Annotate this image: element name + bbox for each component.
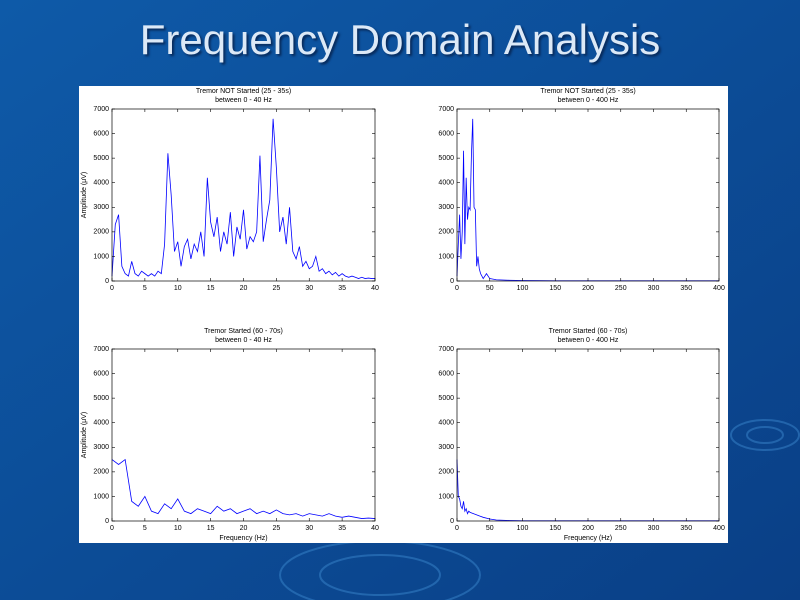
x-axis-label: Frequency (Hz)	[219, 535, 267, 542]
spectrum-line	[111, 118, 375, 279]
x-tick-label: 30	[305, 525, 313, 532]
chart-subtitle: between 0 - 40 Hz	[215, 97, 272, 104]
y-tick-label: 7000	[93, 346, 109, 353]
x-tick-label: 50	[486, 525, 494, 532]
y-tick-label: 5000	[93, 155, 109, 162]
x-tick-label: 150	[549, 525, 561, 532]
y-tick-label: 2000	[93, 229, 109, 236]
chart-title: Tremor NOT Started (25 - 35s)	[540, 88, 635, 95]
x-tick-label: 0	[110, 285, 114, 292]
x-tick-label: 200	[582, 525, 594, 532]
y-tick-label: 3000	[93, 444, 109, 451]
x-axis-label: Frequency (Hz)	[564, 535, 612, 542]
y-tick-label: 4000	[438, 180, 454, 187]
x-tick-label: 100	[517, 285, 529, 292]
x-tick-label: 150	[549, 285, 561, 292]
y-tick-label: 5000	[438, 395, 454, 402]
x-tick-label: 35	[338, 525, 346, 532]
y-axis-label: Amplitude (μV)	[81, 172, 88, 218]
x-tick-label: 400	[713, 285, 725, 292]
x-tick-label: 25	[272, 525, 280, 532]
x-tick-label: 250	[615, 525, 627, 532]
chart-subtitle: between 0 - 400 Hz	[558, 97, 619, 104]
x-tick-label: 300	[648, 525, 660, 532]
figure-panel	[79, 86, 728, 543]
chart-subtitle: between 0 - 400 Hz	[558, 337, 619, 344]
y-tick-label: 4000	[438, 420, 454, 427]
x-tick-label: 5	[143, 285, 147, 292]
y-tick-label: 4000	[93, 180, 109, 187]
y-tick-label: 0	[105, 518, 109, 525]
x-tick-label: 200	[582, 285, 594, 292]
x-tick-label: 15	[207, 285, 215, 292]
y-tick-label: 6000	[93, 370, 109, 377]
x-tick-label: 10	[174, 285, 182, 292]
y-tick-label: 0	[450, 278, 454, 285]
y-tick-label: 1000	[93, 253, 109, 260]
y-axis-label: Amplitude (μV)	[81, 412, 88, 458]
x-tick-label: 350	[680, 285, 692, 292]
chart-title: Tremor Started (60 - 70s)	[204, 328, 283, 335]
x-tick-label: 0	[455, 525, 459, 532]
y-tick-label: 4000	[93, 420, 109, 427]
x-tick-label: 5	[143, 525, 147, 532]
y-tick-label: 3000	[93, 204, 109, 211]
spectrum-line	[111, 458, 376, 519]
y-tick-label: 6000	[438, 130, 454, 137]
x-tick-label: 0	[455, 285, 459, 292]
y-tick-label: 2000	[438, 229, 454, 236]
x-tick-label: 0	[110, 525, 114, 532]
x-tick-label: 15	[207, 525, 215, 532]
y-tick-label: 5000	[438, 155, 454, 162]
x-tick-label: 50	[486, 285, 494, 292]
y-tick-label: 2000	[438, 469, 454, 476]
y-tick-label: 1000	[93, 493, 109, 500]
y-tick-label: 3000	[438, 444, 454, 451]
y-tick-label: 7000	[93, 106, 109, 113]
chart-title: Tremor NOT Started (25 - 35s)	[196, 88, 291, 95]
x-tick-label: 300	[648, 285, 660, 292]
x-tick-label: 10	[174, 525, 182, 532]
x-tick-label: 20	[240, 285, 248, 292]
y-tick-label: 0	[105, 278, 109, 285]
x-tick-label: 25	[272, 285, 280, 292]
y-tick-label: 5000	[93, 395, 109, 402]
x-tick-label: 40	[371, 285, 379, 292]
chart-title: Tremor Started (60 - 70s)	[549, 328, 628, 335]
x-tick-label: 400	[713, 525, 725, 532]
y-tick-label: 2000	[93, 469, 109, 476]
x-tick-label: 350	[680, 525, 692, 532]
x-tick-label: 100	[517, 525, 529, 532]
x-tick-label: 20	[240, 525, 248, 532]
y-tick-label: 7000	[438, 106, 454, 113]
y-tick-label: 6000	[438, 370, 454, 377]
y-tick-label: 0	[450, 518, 454, 525]
y-tick-label: 1000	[438, 493, 454, 500]
y-tick-label: 1000	[438, 253, 454, 260]
x-tick-label: 250	[615, 285, 627, 292]
x-tick-label: 30	[305, 285, 313, 292]
y-tick-label: 7000	[438, 346, 454, 353]
slide-title: Frequency Domain Analysis	[140, 16, 661, 63]
y-tick-label: 3000	[438, 204, 454, 211]
x-tick-label: 40	[371, 525, 379, 532]
x-tick-label: 35	[338, 285, 346, 292]
chart-subtitle: between 0 - 40 Hz	[215, 337, 272, 344]
y-tick-label: 6000	[93, 130, 109, 137]
